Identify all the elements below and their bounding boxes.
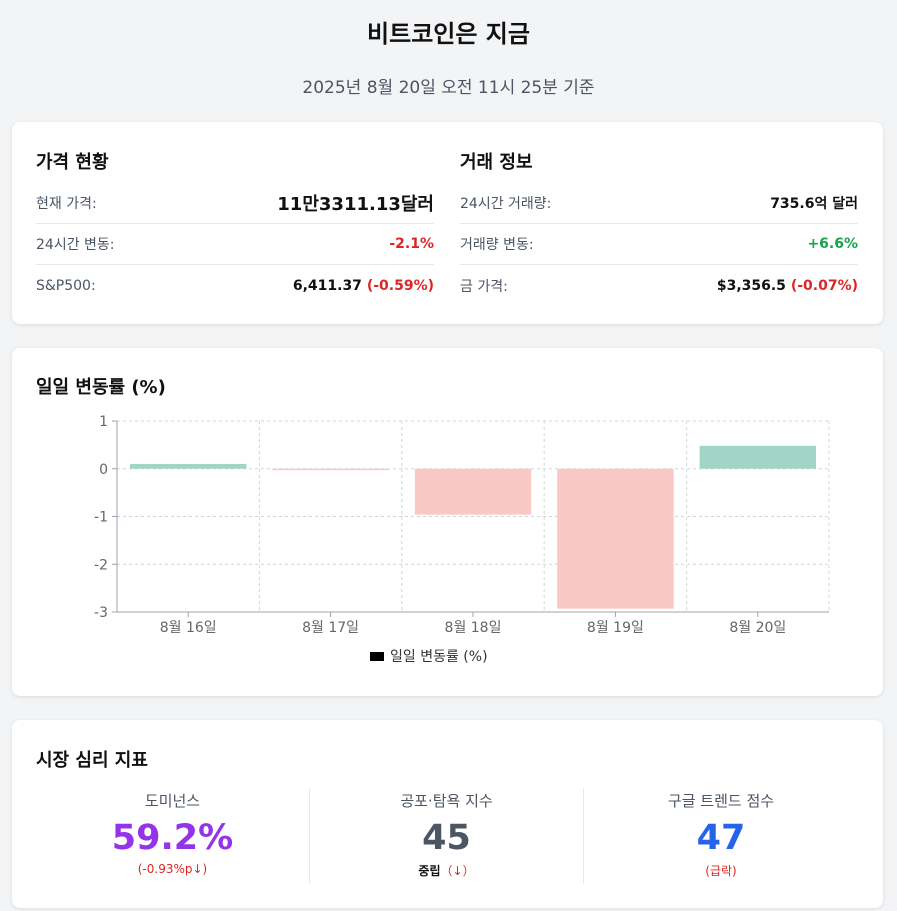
google-trend-status: (급락) xyxy=(705,864,737,878)
sp500-value-group: 6,411.37 (-0.59%) xyxy=(293,278,434,294)
change-24h-value: -2.1% xyxy=(389,236,434,252)
x-tick-label: 8월 18일 xyxy=(445,620,502,636)
volume-row: 24시간 거래량: 735.6억 달러 xyxy=(460,183,858,224)
sp500-change: (-0.59%) xyxy=(366,277,434,294)
sp500-label: S&P500: xyxy=(36,277,96,294)
fear-greed-status-label: 중립 xyxy=(418,864,441,878)
trade-section-title: 거래 정보 xyxy=(460,152,533,173)
google-trend-label: 구글 트렌드 점수 xyxy=(667,792,775,810)
sp500-value: 6,411.37 xyxy=(292,277,362,294)
sentiment-card: 시장 심리 지표 도미넌스 59.2% (-0.93%p↓) 공포·탐욕 지수 … xyxy=(12,720,883,908)
gold-price-row: 금 가격: $3,356.5 (-0.07%) xyxy=(460,265,858,306)
daily-change-chart: 1 0 -1 -2 -3 8월 16일 8월 17일 8월 18일 8월 19일 8월 20일일일… xyxy=(94,414,830,665)
sp500-row: S&P500: 6,411.37 (-0.59%) xyxy=(36,265,434,306)
change-24h-row: 24시간 변동: -2.1% xyxy=(36,224,434,265)
current-price-value: 11만3311.13달러 xyxy=(277,194,434,215)
volume-change-row: 거래량 변동: +6.6% xyxy=(460,224,858,265)
volume-value: 735.6억 달러 xyxy=(770,196,858,212)
fear-greed-metric: 공포·탐욕 지수 45 중립（↓） xyxy=(310,788,584,884)
bar-3 xyxy=(414,468,532,515)
dominance-value: 59.2% xyxy=(111,818,234,858)
y-tick-label: 1 xyxy=(99,414,108,430)
legend-label: 일일 변동률 (%) xyxy=(390,649,488,665)
x-tick-label: 8월 20일 xyxy=(729,620,786,636)
fear-greed-status: 중립（↓） xyxy=(310,862,583,879)
current-price-row: 현재 가격: 11만3311.13달러 xyxy=(36,183,434,224)
legend-swatch xyxy=(370,652,384,661)
price-section-title: 가격 현황 xyxy=(36,152,109,173)
volume-change-label: 거래량 변동: xyxy=(460,237,534,253)
bar-2 xyxy=(272,468,389,471)
y-tick-label: -2 xyxy=(94,557,108,573)
bar-4 xyxy=(557,468,674,609)
dominance-label: 도미넌스 xyxy=(144,792,201,810)
chart-title: 일일 변동률 (%) xyxy=(36,377,166,398)
fear-greed-label: 공포·탐욕 지수 xyxy=(400,792,493,810)
google-trend-value: 47 xyxy=(696,818,746,858)
page-title: 비트코인은 지금 xyxy=(367,20,530,48)
gold-price-label: 금 가격: xyxy=(460,278,508,295)
bar-1 xyxy=(130,463,247,469)
volume-label: 24시간 거래량: xyxy=(460,196,552,212)
x-tick-label: 8월 17일 xyxy=(302,620,359,636)
x-tick-label: 8월 19일 xyxy=(587,620,644,636)
fear-greed-value: 45 xyxy=(422,818,471,858)
info-card: 가격 현황 현재 가격: 11만3311.13달러 24시간 변동: -2.1%… xyxy=(12,122,883,324)
sentiment-title: 시장 심리 지표 xyxy=(36,750,148,771)
google-trend-metric: 구글 트렌드 점수 47 (급락) xyxy=(584,788,858,884)
page-subtitle: 2025년 8월 20일 오전 11시 25분 기준 xyxy=(302,78,595,98)
dominance-change: (-0.93%p↓) xyxy=(137,862,208,876)
gold-price-value: $3,356.5 xyxy=(716,277,786,294)
dominance-metric: 도미넌스 59.2% (-0.93%p↓) xyxy=(36,788,310,884)
fear-greed-arrow: （↓） xyxy=(440,864,475,878)
y-tick-label: -1 xyxy=(94,510,108,526)
y-tick-label: -3 xyxy=(94,605,108,621)
x-tick-label: 8월 16일 xyxy=(160,620,217,636)
gold-price-change: (-0.07%) xyxy=(790,277,858,294)
change-24h-label: 24시간 변동: xyxy=(36,237,115,253)
gold-price-value-group: $3,356.5 (-0.07%) xyxy=(717,278,858,294)
chart-card: 일일 변동률 (%) 1 0 -1 -2 -3 8월 16일 8월 17일 8월 18일 8월 … xyxy=(12,348,883,696)
bar-5 xyxy=(699,445,816,469)
y-tick-label: 0 xyxy=(99,462,108,478)
volume-change-value: +6.6% xyxy=(807,236,858,252)
current-price-label: 현재 가격: xyxy=(36,196,97,212)
